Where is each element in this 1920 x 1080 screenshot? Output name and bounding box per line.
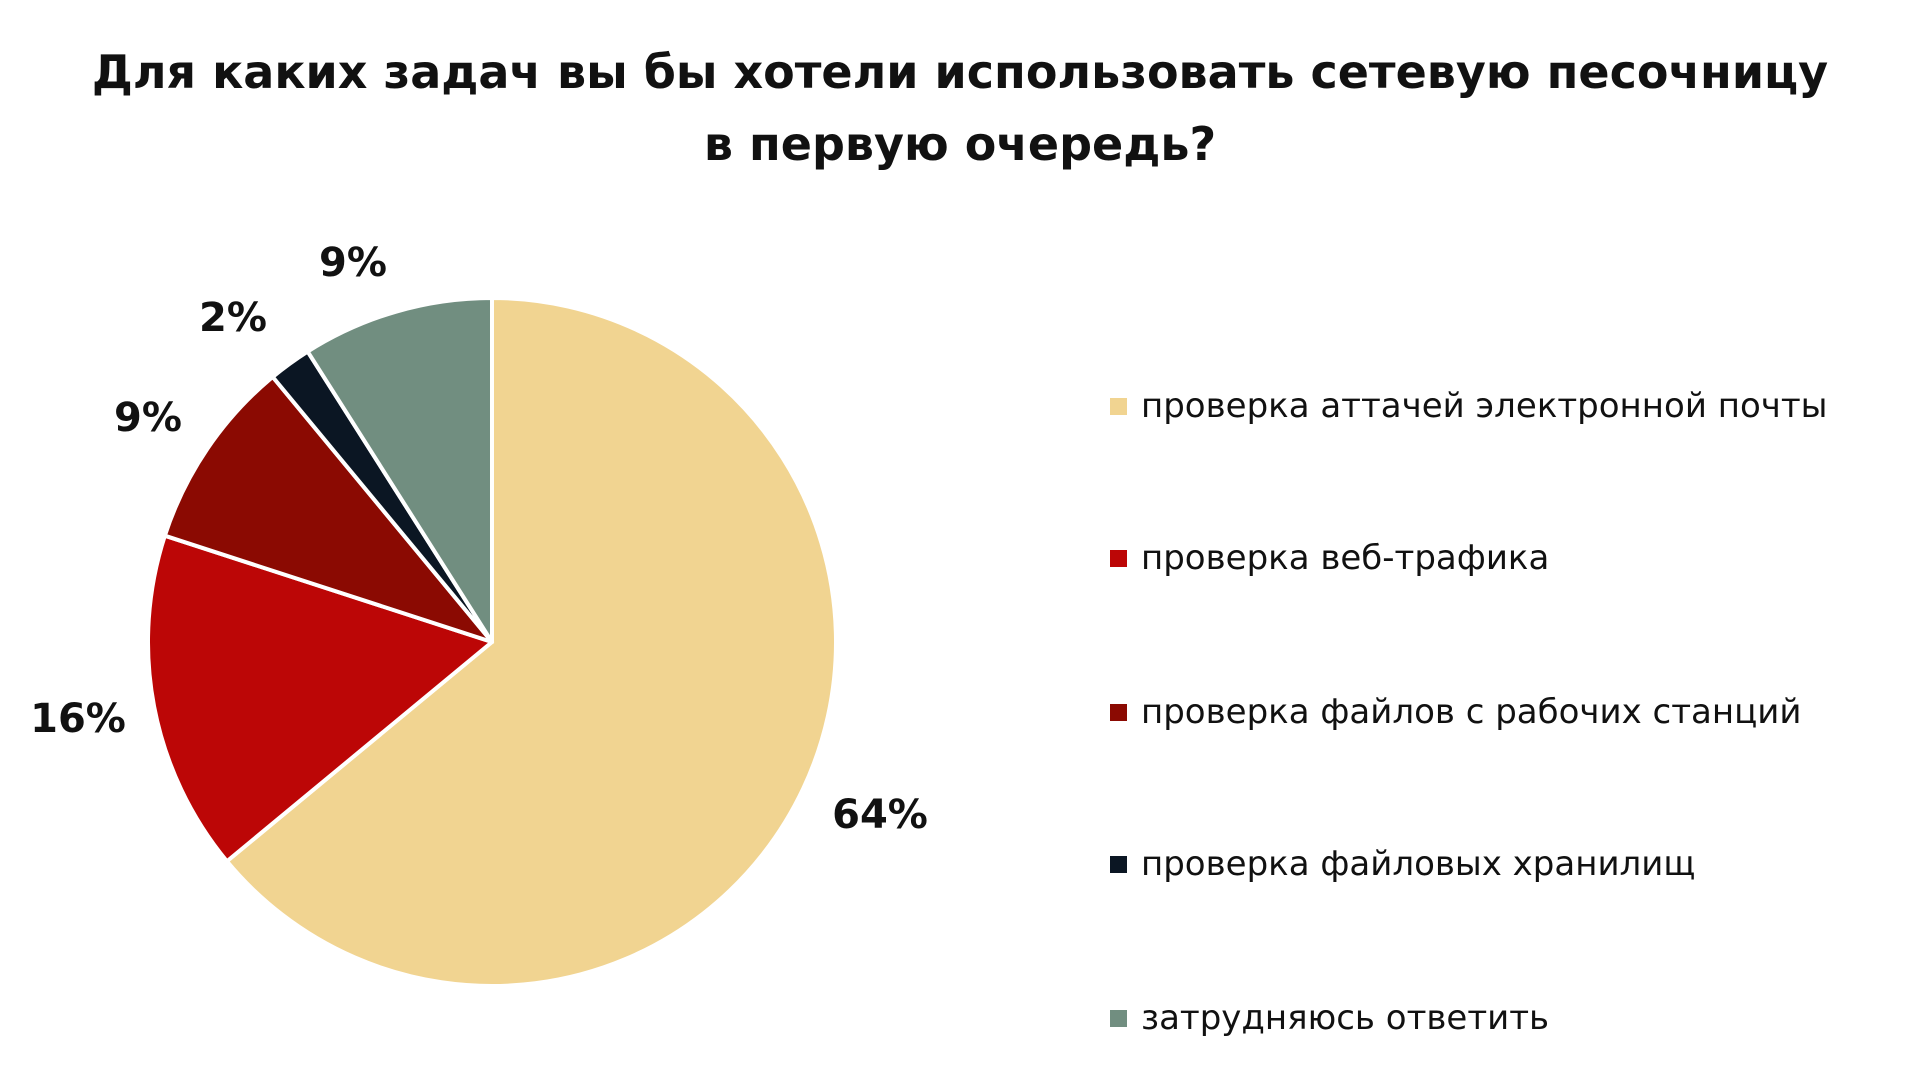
legend-label-4: проверка файловых хранилищ	[1141, 844, 1696, 884]
legend-swatch-3	[1110, 703, 1127, 721]
legend-swatch-4	[1110, 855, 1127, 873]
legend-label-2: проверка веб-трафика	[1141, 538, 1550, 578]
data-label-1: 64%	[832, 792, 928, 838]
legend: проверка аттачей электронной почты провер…	[1110, 370, 1890, 1050]
pie-slice-2	[146, 533, 494, 864]
legend-swatch-2	[1110, 549, 1127, 567]
data-label-3: 9%	[114, 395, 182, 441]
legend-item-3: проверка файлов с рабочих станций	[1110, 690, 1801, 734]
legend-label-1: проверка аттачей электронной почты	[1141, 386, 1828, 426]
data-label-2: 16%	[30, 696, 126, 742]
legend-label-5: затрудняюсь ответить	[1141, 998, 1550, 1038]
legend-item-1: проверка аттачей электронной почты	[1110, 384, 1828, 428]
legend-label-3: проверка файлов с рабочих станций	[1141, 692, 1802, 732]
legend-item-2: проверка веб-трафика	[1110, 536, 1549, 580]
legend-item-5: затрудняюсь ответить	[1110, 996, 1549, 1040]
legend-swatch-1	[1110, 397, 1127, 415]
data-label-5: 9%	[319, 240, 387, 286]
data-label-4: 2%	[199, 295, 267, 341]
pie-slice-3	[162, 374, 494, 644]
legend-item-4: проверка файловых хранилищ	[1110, 842, 1695, 886]
legend-swatch-5	[1110, 1009, 1127, 1027]
pie-slice-5	[305, 296, 494, 644]
chart-title-line-2: в первую очередь?	[703, 117, 1217, 171]
chart-title: Для каких задач вы бы хотели использоват…	[0, 36, 1920, 180]
chart-title-line-1: Для каких задач вы бы хотели использоват…	[91, 45, 1829, 99]
pie-slice-1	[224, 296, 838, 988]
